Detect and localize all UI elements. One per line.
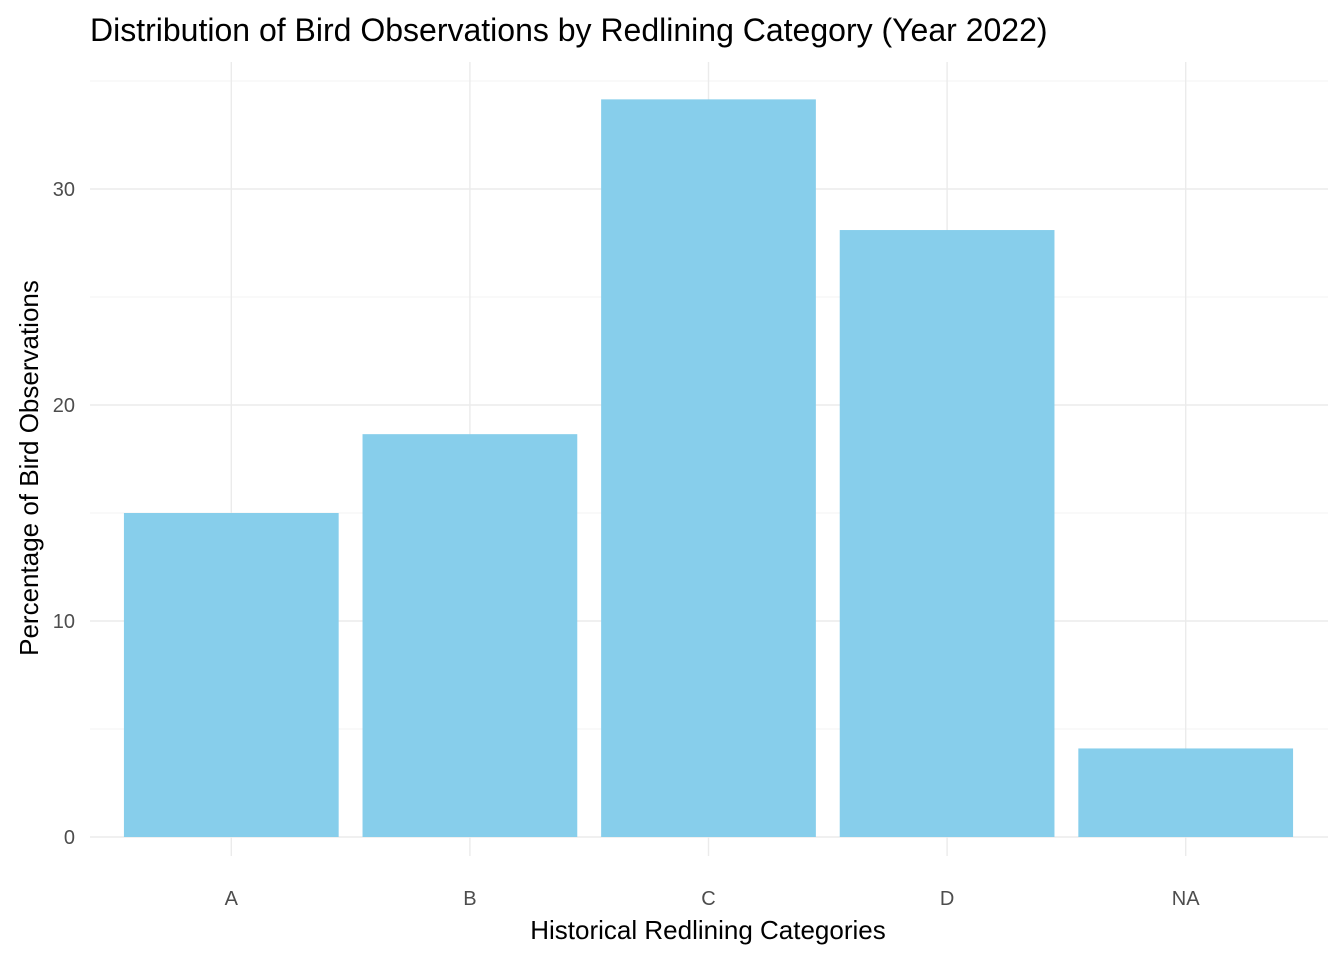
bar-a (123, 513, 339, 837)
y-tick-label: 30 (53, 179, 75, 201)
y-tick-label: 10 (53, 611, 75, 633)
x-axis-title: Historical Redlining Categories (530, 915, 886, 945)
x-tick-label: A (225, 888, 239, 910)
x-tick-label: D (940, 888, 954, 910)
y-axis-title: Percentage of Bird Observations (14, 280, 44, 656)
x-tick-label: C (701, 888, 715, 910)
bar-b (362, 434, 578, 837)
chart-title: Distribution of Bird Observations by Red… (90, 12, 1048, 48)
x-tick-label: B (463, 888, 476, 910)
y-axis-ticks: 0 10 20 30 (53, 179, 75, 849)
y-tick-label: 0 (64, 827, 75, 849)
bars (123, 99, 1294, 838)
x-axis-ticks: A B C D NA (225, 888, 1201, 910)
y-tick-label: 20 (53, 395, 75, 417)
bar-na (1078, 748, 1294, 837)
bar-c (601, 99, 816, 838)
x-tick-label: NA (1172, 888, 1200, 910)
bar-d (839, 230, 1055, 838)
